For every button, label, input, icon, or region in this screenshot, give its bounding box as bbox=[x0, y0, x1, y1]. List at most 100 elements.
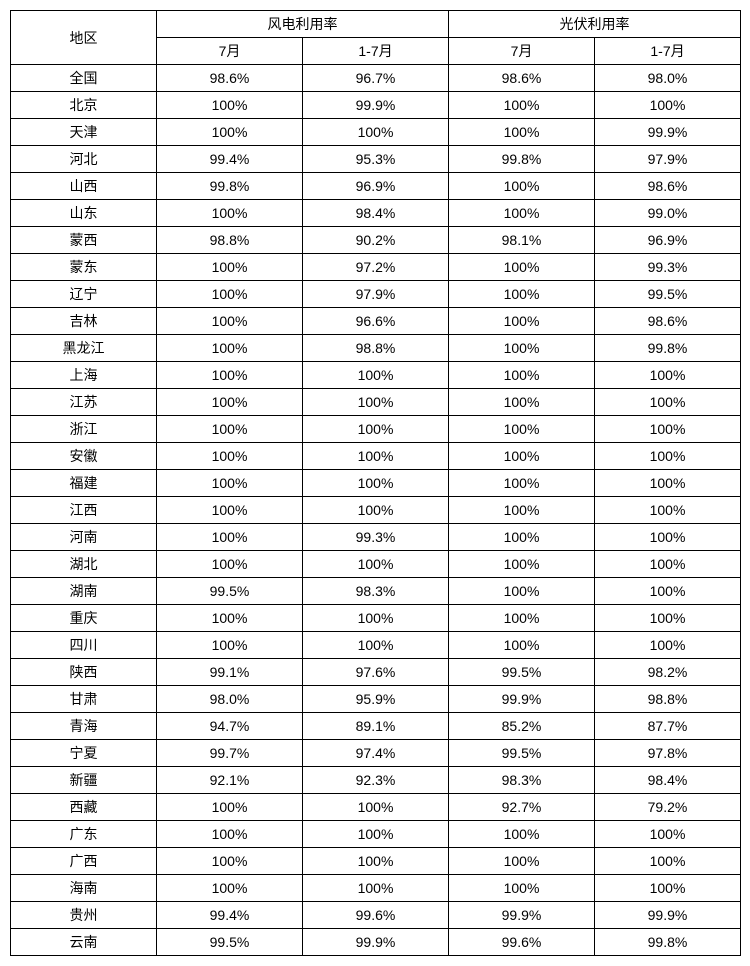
cell-value: 100% bbox=[157, 362, 303, 389]
cell-value: 100% bbox=[449, 281, 595, 308]
table-row: 江西100%100%100%100% bbox=[11, 497, 741, 524]
cell-value: 100% bbox=[303, 821, 449, 848]
cell-value: 100% bbox=[449, 443, 595, 470]
cell-value: 100% bbox=[303, 416, 449, 443]
cell-value: 98.8% bbox=[303, 335, 449, 362]
cell-value: 100% bbox=[303, 848, 449, 875]
cell-region: 吉林 bbox=[11, 308, 157, 335]
cell-value: 92.1% bbox=[157, 767, 303, 794]
cell-region: 河南 bbox=[11, 524, 157, 551]
table-row: 山西99.8%96.9%100%98.6% bbox=[11, 173, 741, 200]
header-solar-july: 7月 bbox=[449, 38, 595, 65]
cell-value: 98.6% bbox=[595, 173, 741, 200]
cell-region: 贵州 bbox=[11, 902, 157, 929]
cell-value: 100% bbox=[157, 254, 303, 281]
cell-value: 98.4% bbox=[303, 200, 449, 227]
cell-value: 99.4% bbox=[157, 146, 303, 173]
cell-value: 100% bbox=[449, 875, 595, 902]
cell-value: 99.8% bbox=[595, 335, 741, 362]
cell-region: 广西 bbox=[11, 848, 157, 875]
cell-value: 100% bbox=[303, 119, 449, 146]
cell-value: 100% bbox=[449, 821, 595, 848]
cell-value: 87.7% bbox=[595, 713, 741, 740]
cell-value: 100% bbox=[449, 605, 595, 632]
cell-value: 100% bbox=[157, 848, 303, 875]
cell-value: 100% bbox=[595, 551, 741, 578]
cell-value: 92.7% bbox=[449, 794, 595, 821]
cell-value: 100% bbox=[595, 578, 741, 605]
cell-value: 100% bbox=[303, 551, 449, 578]
table-row: 安徽100%100%100%100% bbox=[11, 443, 741, 470]
cell-value: 89.1% bbox=[303, 713, 449, 740]
cell-region: 蒙东 bbox=[11, 254, 157, 281]
cell-value: 99.9% bbox=[449, 902, 595, 929]
cell-value: 100% bbox=[595, 497, 741, 524]
table-row: 吉林100%96.6%100%98.6% bbox=[11, 308, 741, 335]
header-wind-group: 风电利用率 bbox=[157, 11, 449, 38]
cell-value: 100% bbox=[449, 389, 595, 416]
cell-region: 江西 bbox=[11, 497, 157, 524]
cell-value: 98.6% bbox=[595, 308, 741, 335]
cell-value: 99.9% bbox=[595, 902, 741, 929]
cell-value: 100% bbox=[449, 173, 595, 200]
table-row: 北京100%99.9%100%100% bbox=[11, 92, 741, 119]
table-row: 天津100%100%100%99.9% bbox=[11, 119, 741, 146]
cell-value: 100% bbox=[303, 794, 449, 821]
table-row: 宁夏99.7%97.4%99.5%97.8% bbox=[11, 740, 741, 767]
cell-value: 99.8% bbox=[449, 146, 595, 173]
cell-region: 蒙西 bbox=[11, 227, 157, 254]
cell-value: 100% bbox=[595, 389, 741, 416]
cell-value: 100% bbox=[449, 92, 595, 119]
cell-region: 全国 bbox=[11, 65, 157, 92]
cell-region: 湖南 bbox=[11, 578, 157, 605]
cell-value: 100% bbox=[303, 875, 449, 902]
cell-region: 黑龙江 bbox=[11, 335, 157, 362]
cell-value: 100% bbox=[595, 92, 741, 119]
table-row: 甘肃98.0%95.9%99.9%98.8% bbox=[11, 686, 741, 713]
table-row: 黑龙江100%98.8%100%99.8% bbox=[11, 335, 741, 362]
cell-region: 北京 bbox=[11, 92, 157, 119]
cell-value: 100% bbox=[449, 524, 595, 551]
cell-value: 99.9% bbox=[303, 929, 449, 956]
cell-region: 陕西 bbox=[11, 659, 157, 686]
cell-value: 100% bbox=[449, 416, 595, 443]
cell-value: 100% bbox=[449, 497, 595, 524]
cell-value: 99.9% bbox=[595, 119, 741, 146]
header-row-1: 地区 风电利用率 光伏利用率 bbox=[11, 11, 741, 38]
cell-value: 100% bbox=[157, 632, 303, 659]
cell-value: 99.3% bbox=[595, 254, 741, 281]
table-row: 辽宁100%97.9%100%99.5% bbox=[11, 281, 741, 308]
cell-value: 100% bbox=[157, 335, 303, 362]
cell-value: 98.8% bbox=[595, 686, 741, 713]
cell-value: 100% bbox=[157, 875, 303, 902]
cell-region: 云南 bbox=[11, 929, 157, 956]
cell-value: 100% bbox=[303, 362, 449, 389]
cell-value: 99.5% bbox=[157, 578, 303, 605]
cell-value: 98.4% bbox=[595, 767, 741, 794]
cell-region: 新疆 bbox=[11, 767, 157, 794]
cell-value: 100% bbox=[157, 821, 303, 848]
table-row: 四川100%100%100%100% bbox=[11, 632, 741, 659]
cell-value: 92.3% bbox=[303, 767, 449, 794]
table-row: 广东100%100%100%100% bbox=[11, 821, 741, 848]
table-row: 西藏100%100%92.7%79.2% bbox=[11, 794, 741, 821]
cell-value: 99.4% bbox=[157, 902, 303, 929]
header-region: 地区 bbox=[11, 11, 157, 65]
cell-region: 山西 bbox=[11, 173, 157, 200]
cell-value: 97.6% bbox=[303, 659, 449, 686]
cell-value: 97.9% bbox=[303, 281, 449, 308]
cell-value: 100% bbox=[157, 389, 303, 416]
table-row: 江苏100%100%100%100% bbox=[11, 389, 741, 416]
cell-value: 100% bbox=[449, 848, 595, 875]
table-row: 福建100%100%100%100% bbox=[11, 470, 741, 497]
table-row: 广西100%100%100%100% bbox=[11, 848, 741, 875]
cell-value: 99.9% bbox=[303, 92, 449, 119]
cell-value: 100% bbox=[303, 443, 449, 470]
cell-value: 98.3% bbox=[303, 578, 449, 605]
table-row: 浙江100%100%100%100% bbox=[11, 416, 741, 443]
cell-value: 100% bbox=[595, 605, 741, 632]
cell-region: 浙江 bbox=[11, 416, 157, 443]
cell-value: 99.5% bbox=[595, 281, 741, 308]
cell-value: 98.0% bbox=[595, 65, 741, 92]
cell-value: 97.2% bbox=[303, 254, 449, 281]
